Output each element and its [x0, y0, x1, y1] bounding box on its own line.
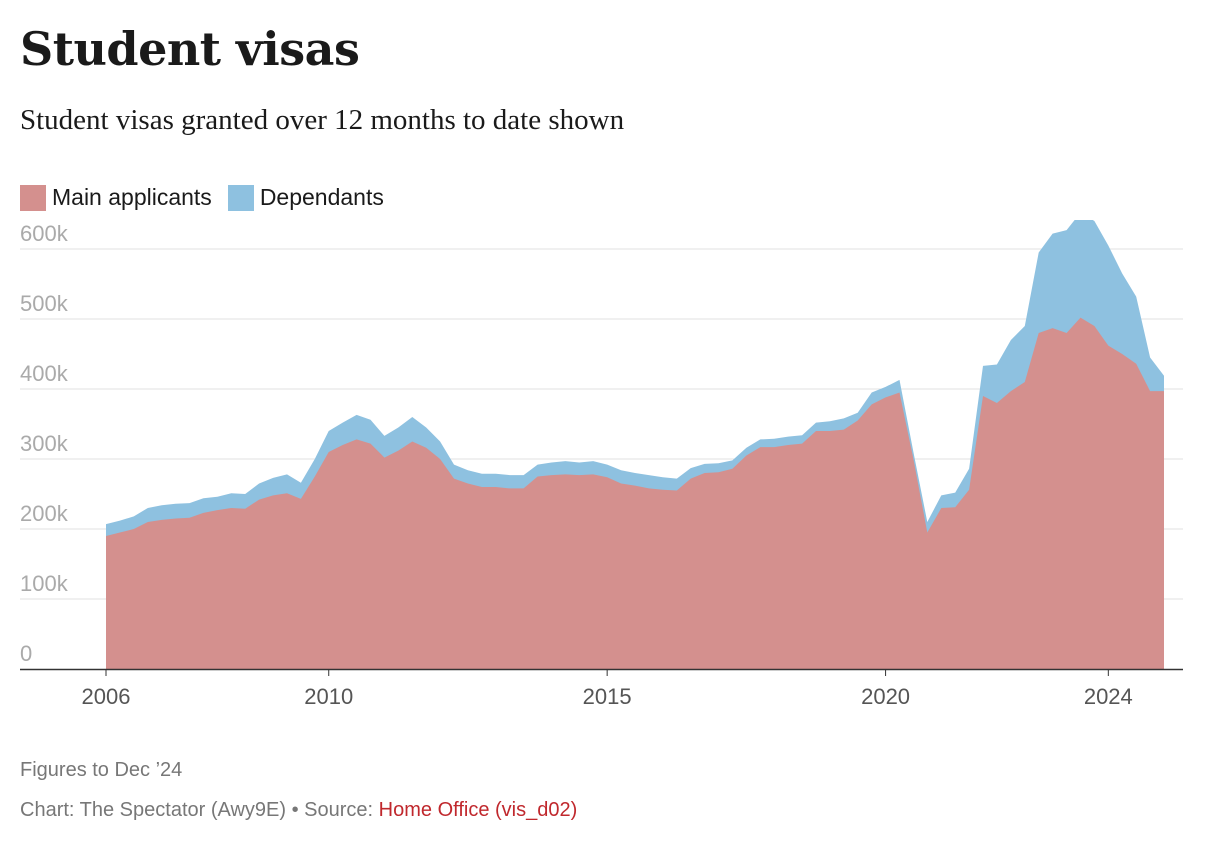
legend: Main applicants Dependants: [20, 184, 400, 211]
legend-item-main-applicants: Main applicants: [20, 184, 212, 211]
chart-title: Student visas: [20, 22, 360, 76]
x-tick-label-2020: 2020: [861, 684, 910, 709]
x-tick-label-2024: 2024: [1084, 684, 1133, 709]
y-tick-label-200k: 200k: [20, 501, 69, 526]
legend-label-main-applicants: Main applicants: [52, 184, 212, 210]
y-tick-label-500k: 500k: [20, 291, 69, 316]
chart-subtitle: Student visas granted over 12 months to …: [20, 104, 625, 136]
legend-swatch-dependants: [227, 184, 254, 211]
credit-line: Chart: The Spectator (Awy9E) • Source: H…: [20, 799, 577, 822]
series-area-main-applicants: [106, 317, 1164, 669]
legend-swatch-main-applicants: [20, 184, 46, 211]
legend-label-dependants: Dependants: [259, 184, 384, 210]
x-tick-label-2006: 2006: [82, 684, 131, 709]
x-tick-label-2010: 2010: [304, 684, 353, 709]
y-tick-label-0: 0: [20, 641, 32, 666]
footnote: Figures to Dec ’24: [20, 759, 183, 781]
y-tick-label-300k: 300k: [20, 431, 69, 456]
y-tick-label-400k: 400k: [20, 361, 69, 386]
legend-item-dependants: Dependants: [227, 184, 384, 211]
credit-text: Chart: The Spectator (Awy9E) • Source:: [20, 799, 379, 821]
x-tick-label-2015: 2015: [583, 684, 632, 709]
source-link[interactable]: Home Office (vis_d02): [378, 799, 578, 821]
stacked-area-chart: 0 100k 200k 300k 400k 500k 600k 2006 2010 2015 202…: [20, 220, 1183, 709]
y-tick-label-600k: 600k: [20, 221, 69, 246]
y-tick-label-100k: 100k: [20, 571, 69, 596]
